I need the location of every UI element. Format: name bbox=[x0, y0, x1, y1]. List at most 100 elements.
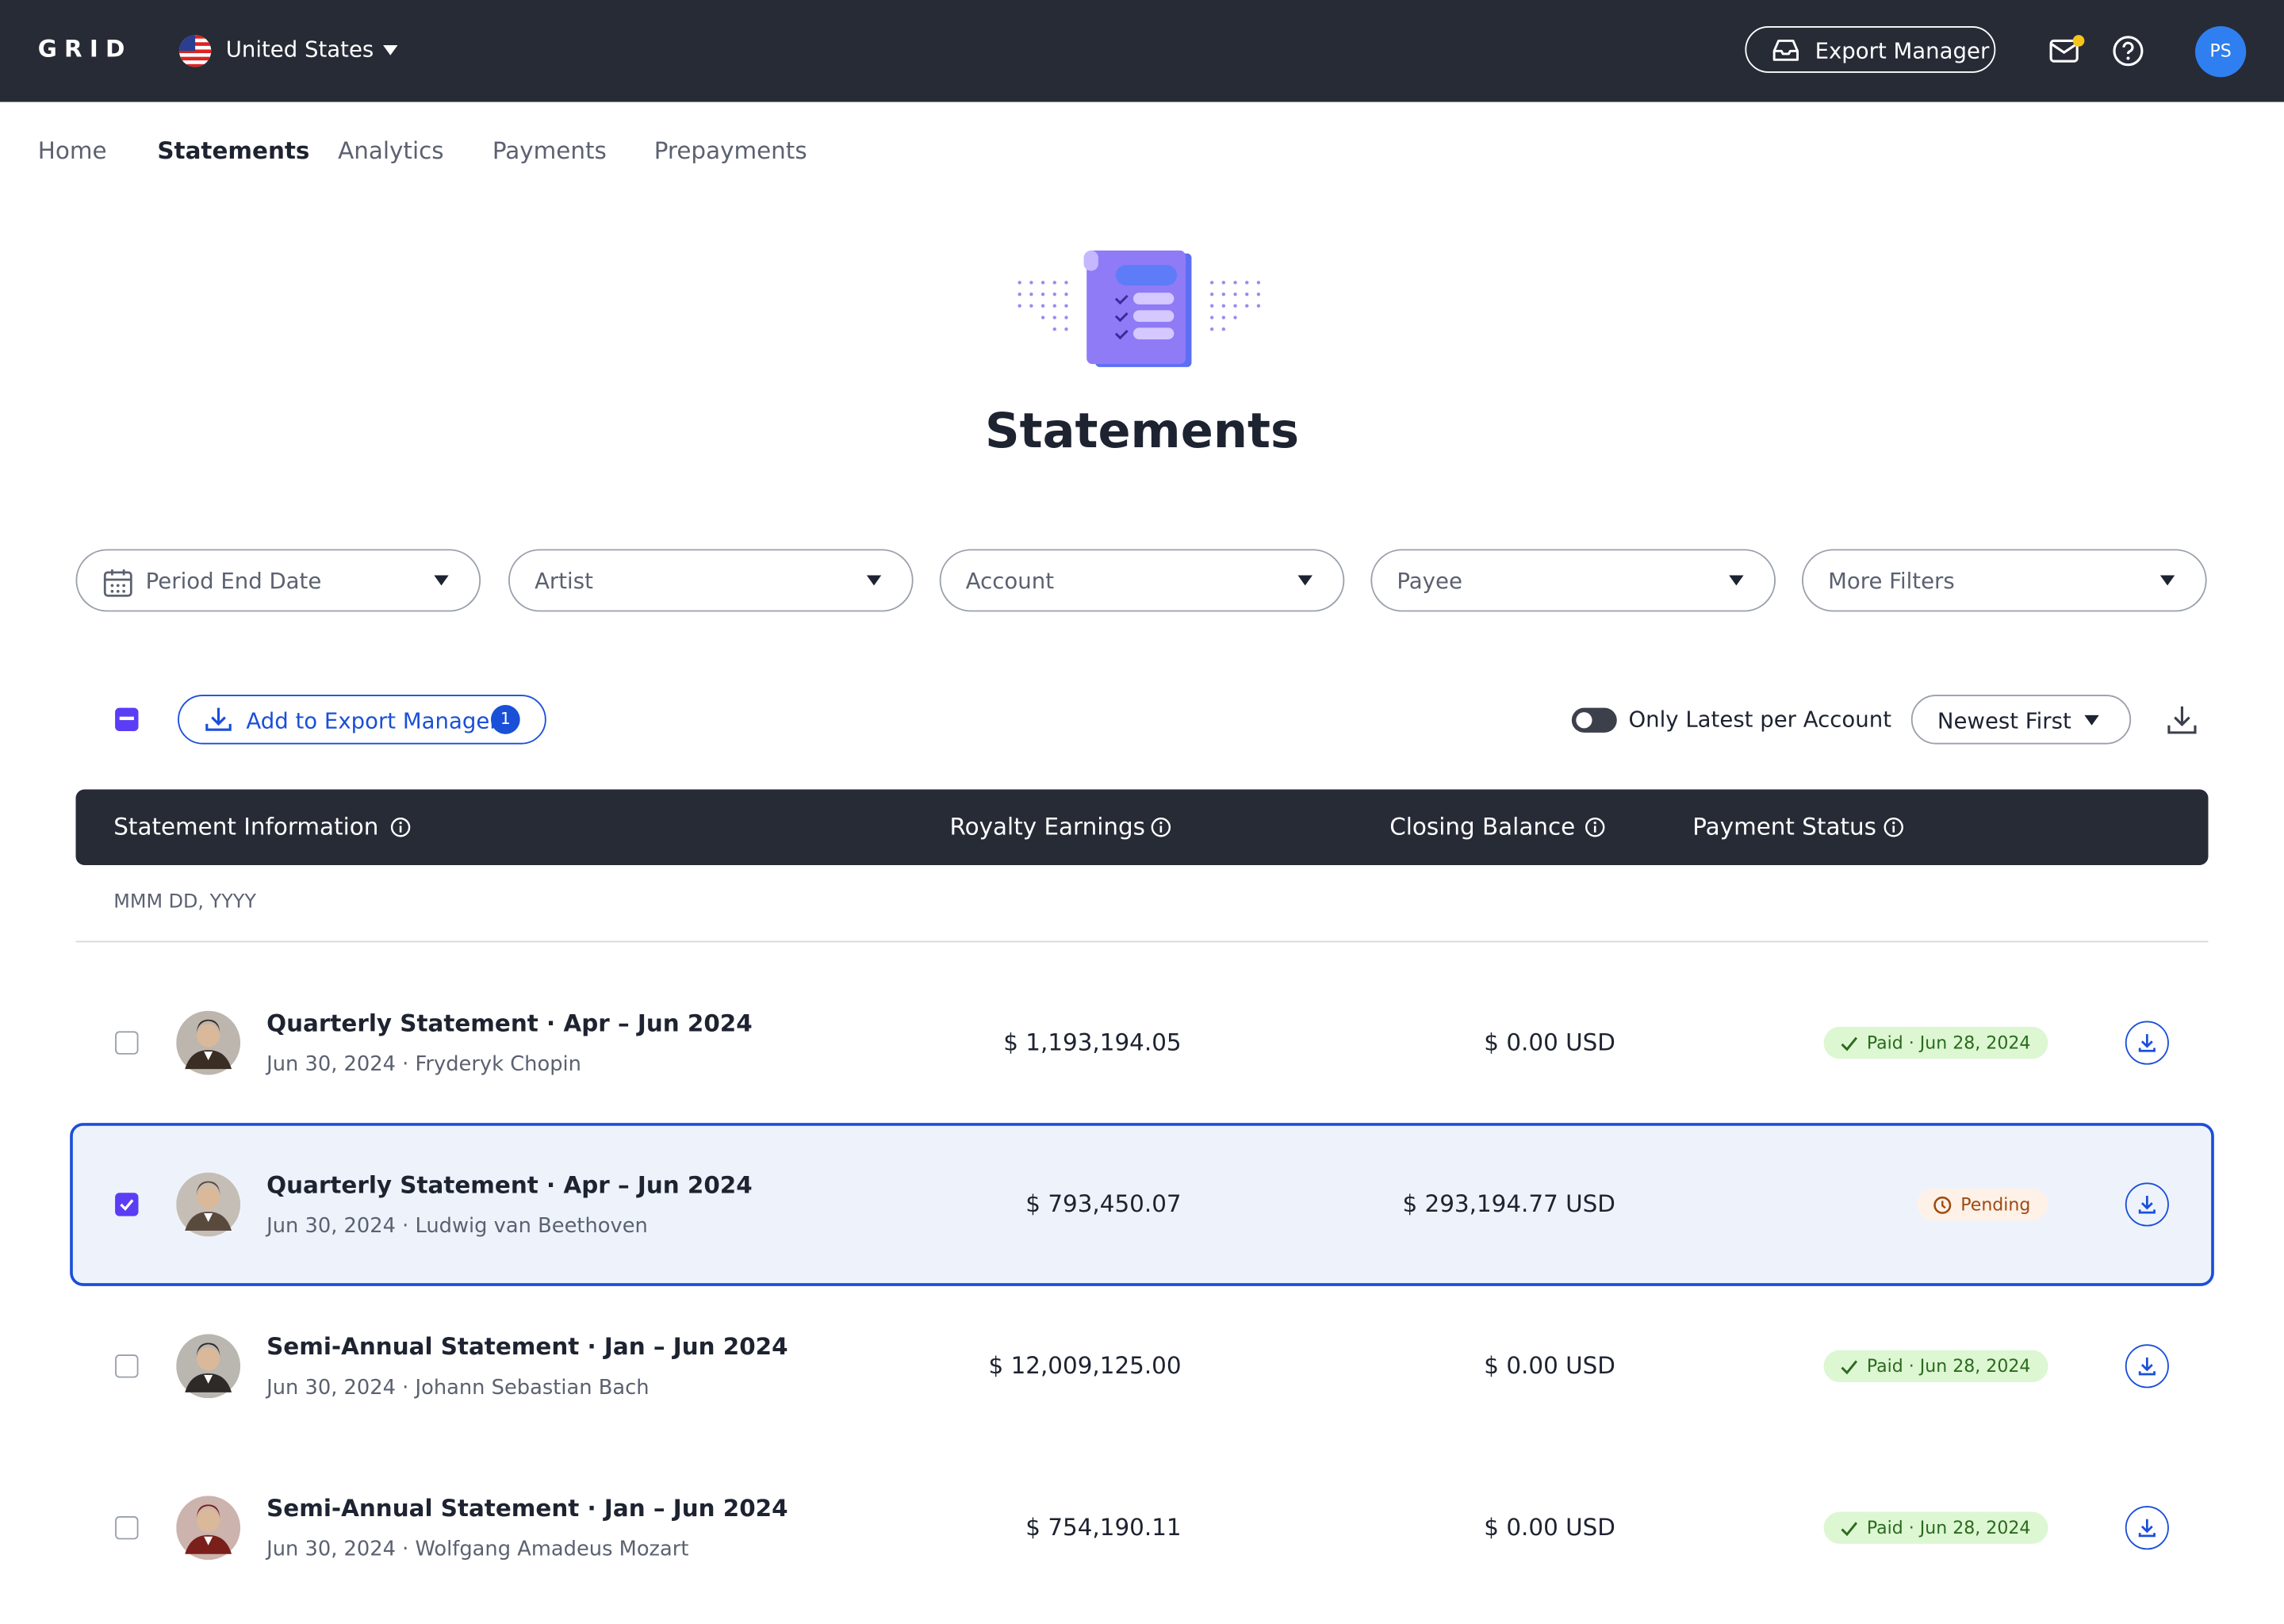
payment-status: Paid · Jun 28, 2024 bbox=[1822, 1350, 2048, 1383]
info-icon[interactable] bbox=[1585, 817, 1605, 837]
filter-label: More Filters bbox=[1828, 568, 1955, 595]
nav-item[interactable]: Statements bbox=[157, 136, 310, 165]
artist-avatar bbox=[176, 1172, 241, 1237]
export-manager-label: Export Manager bbox=[1815, 37, 1990, 64]
row-download-button[interactable] bbox=[2125, 1182, 2169, 1227]
filter-dropdown[interactable]: Payee bbox=[1370, 549, 1776, 612]
statements-illustration bbox=[1017, 250, 1261, 367]
filter-label: Period End Date bbox=[145, 568, 322, 595]
selected-row bbox=[70, 1123, 2214, 1286]
caret-icon bbox=[2084, 714, 2099, 726]
user-avatar[interactable]: PS bbox=[2194, 26, 2247, 78]
nav-item[interactable]: Payments bbox=[492, 136, 607, 165]
statement-title: Quarterly Statement · Apr – Jun 2024 bbox=[266, 1170, 753, 1199]
export-all-icon[interactable] bbox=[2166, 703, 2198, 735]
page-title: Statements bbox=[984, 401, 1300, 459]
download-icon bbox=[2138, 1034, 2156, 1052]
filter-label: Payee bbox=[1397, 568, 1462, 595]
nav-item[interactable]: Prepayments bbox=[653, 136, 807, 165]
top-bar bbox=[0, 0, 2284, 102]
download-icon bbox=[205, 707, 232, 731]
filter-label: Artist bbox=[535, 568, 593, 595]
statement-title: Quarterly Statement · Apr – Jun 2024 bbox=[266, 1009, 753, 1037]
closing-balance: $ 0.00 USD bbox=[1484, 1028, 1615, 1056]
mail-icon[interactable] bbox=[2048, 33, 2088, 68]
caret-icon bbox=[1297, 575, 1313, 586]
add-to-export-button[interactable]: Add to Export Manager 1 bbox=[178, 695, 546, 745]
artist-avatar bbox=[176, 1010, 241, 1075]
row-checkbox[interactable] bbox=[115, 1193, 139, 1216]
country-selector[interactable]: United States bbox=[225, 36, 374, 63]
artist-avatar bbox=[176, 1334, 241, 1399]
filter-dropdown[interactable]: Period End Date bbox=[75, 549, 481, 612]
add-to-export-label: Add to Export Manager bbox=[246, 707, 499, 734]
check-mark bbox=[120, 1199, 134, 1211]
row-download-button[interactable] bbox=[2125, 1506, 2169, 1550]
info-icon[interactable] bbox=[1884, 817, 1904, 837]
row-checkbox[interactable] bbox=[115, 1354, 139, 1378]
download-icon bbox=[2138, 1357, 2156, 1376]
payment-status: Paid · Jun 28, 2024 bbox=[1822, 1511, 2048, 1544]
statement-subtitle: Jun 30, 2024 · Ludwig van Beethoven bbox=[266, 1214, 648, 1239]
selection-count: 1 bbox=[490, 704, 520, 734]
table-header bbox=[75, 789, 2209, 866]
row-checkbox[interactable] bbox=[115, 1516, 139, 1540]
caret-icon bbox=[866, 575, 882, 586]
payment-status-label: Pending bbox=[1960, 1194, 2031, 1215]
royalty-earnings: $ 1,193,194.05 bbox=[1003, 1028, 1182, 1056]
select-all-checkbox[interactable] bbox=[115, 707, 139, 732]
indeterminate-mark bbox=[119, 716, 134, 721]
artist-avatar bbox=[176, 1496, 241, 1561]
filter-dropdown[interactable]: More Filters bbox=[1802, 549, 2207, 612]
info-icon[interactable] bbox=[390, 817, 411, 837]
sort-dropdown[interactable]: Newest First bbox=[1910, 695, 2132, 745]
filter-dropdown[interactable]: Account bbox=[939, 549, 1345, 612]
row-download-button[interactable] bbox=[2125, 1021, 2169, 1065]
divider bbox=[75, 940, 2209, 943]
statement-subtitle: Jun 30, 2024 · Johann Sebastian Bach bbox=[266, 1376, 650, 1400]
caret-icon bbox=[2159, 575, 2175, 586]
check-icon bbox=[1840, 1522, 1857, 1537]
caret-icon bbox=[434, 575, 449, 586]
download-icon bbox=[2138, 1195, 2156, 1214]
calendar-icon bbox=[103, 569, 132, 597]
latest-toggle[interactable] bbox=[1571, 707, 1617, 733]
nav-item[interactable]: Home bbox=[37, 136, 107, 165]
help-icon[interactable] bbox=[2112, 35, 2144, 67]
column-header: Statement Information bbox=[113, 812, 379, 841]
info-icon[interactable] bbox=[1151, 817, 1171, 837]
filter-label: Account bbox=[965, 568, 1055, 595]
payment-status: Paid · Jun 28, 2024 bbox=[1822, 1026, 2048, 1059]
export-manager-button[interactable]: Export Manager bbox=[1745, 26, 1996, 73]
royalty-earnings: $ 12,009,125.00 bbox=[988, 1351, 1182, 1380]
statement-title: Semi-Annual Statement · Jan – Jun 2024 bbox=[266, 1332, 788, 1361]
check-icon bbox=[1840, 1360, 1857, 1375]
date-format-hint: MMM DD, YYYY bbox=[113, 891, 256, 914]
column-header: Royalty Earnings bbox=[949, 812, 1145, 841]
caret-icon bbox=[383, 44, 398, 56]
payment-status-label: Paid · Jun 28, 2024 bbox=[1866, 1517, 2031, 1538]
column-header: Closing Balance bbox=[1389, 812, 1576, 841]
row-checkbox[interactable] bbox=[115, 1031, 139, 1055]
inbox-icon bbox=[1772, 39, 1799, 61]
row-download-button[interactable] bbox=[2125, 1344, 2169, 1388]
closing-balance: $ 0.00 USD bbox=[1484, 1513, 1615, 1542]
clock-icon bbox=[1933, 1196, 1952, 1214]
payment-status-label: Paid · Jun 28, 2024 bbox=[1866, 1032, 2031, 1053]
column-header: Payment Status bbox=[1692, 812, 1876, 841]
statement-subtitle: Jun 30, 2024 · Wolfgang Amadeus Mozart bbox=[266, 1538, 689, 1561]
closing-balance: $ 0.00 USD bbox=[1484, 1351, 1615, 1380]
caret-icon bbox=[1729, 575, 1744, 586]
check-icon bbox=[1840, 1036, 1857, 1051]
filter-dropdown[interactable]: Artist bbox=[508, 549, 914, 612]
royalty-earnings: $ 754,190.11 bbox=[1025, 1513, 1182, 1542]
closing-balance: $ 293,194.77 USD bbox=[1402, 1189, 1615, 1218]
statement-subtitle: Jun 30, 2024 · Fryderyk Chopin bbox=[266, 1052, 581, 1077]
nav-item[interactable]: Analytics bbox=[338, 136, 444, 165]
logo[interactable]: GRID bbox=[37, 35, 132, 63]
download-icon bbox=[2138, 1519, 2156, 1538]
royalty-earnings: $ 793,450.07 bbox=[1025, 1189, 1182, 1218]
